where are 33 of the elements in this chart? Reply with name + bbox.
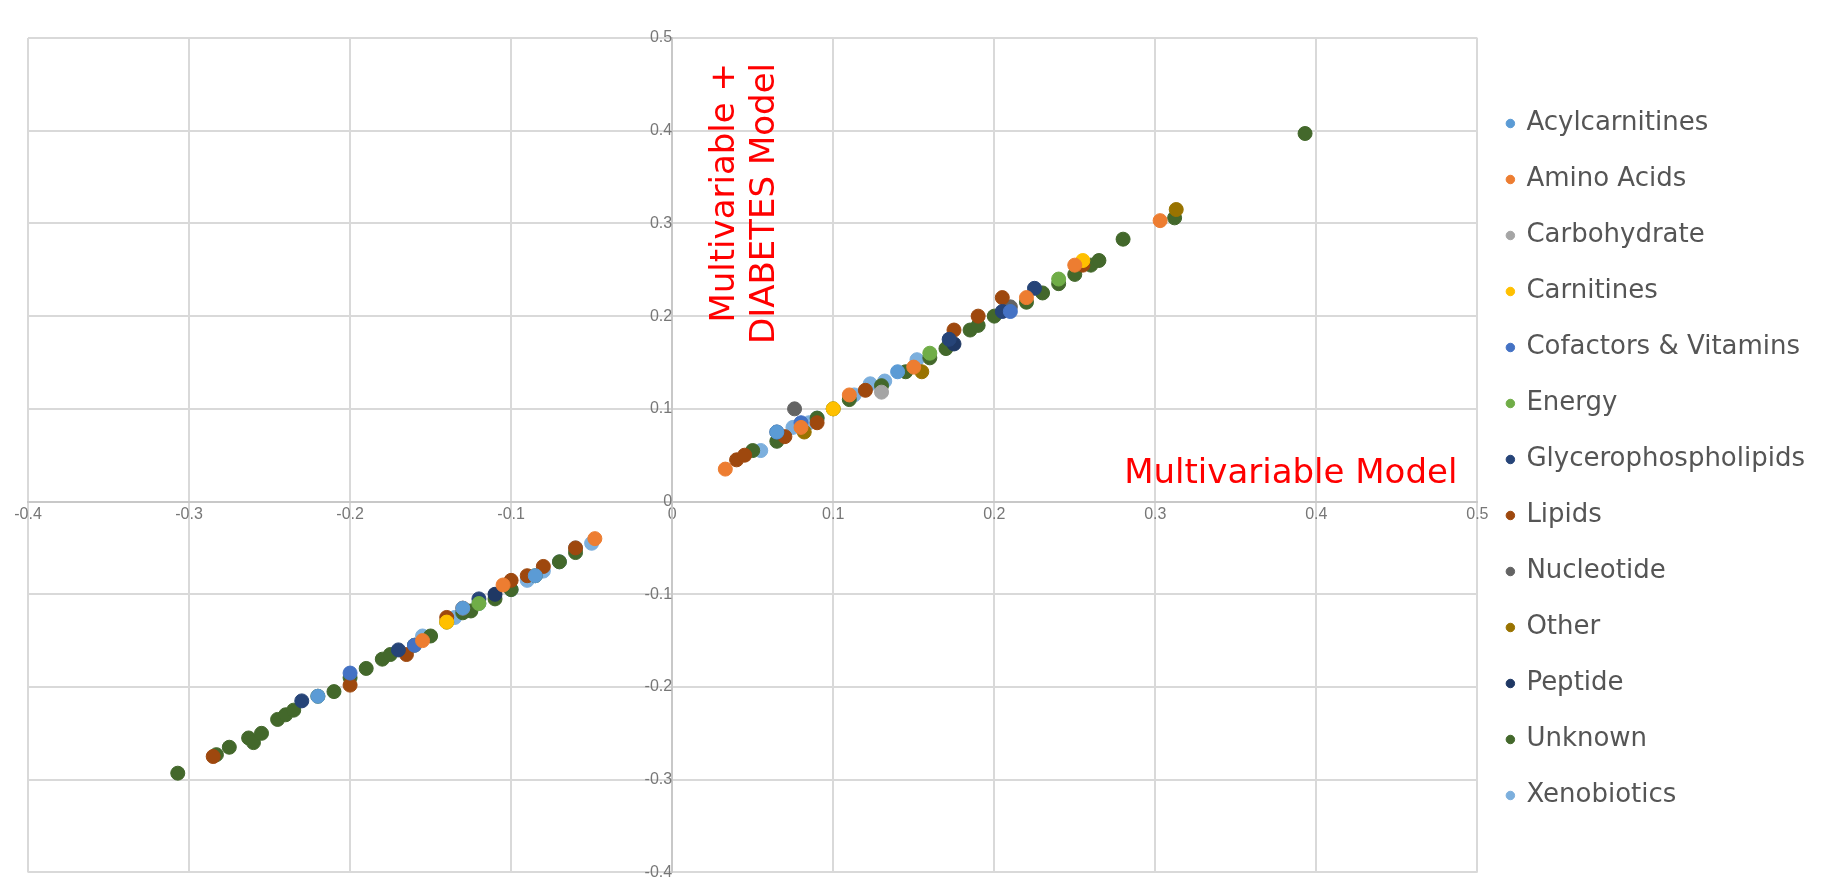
legend-label: Unknown: [1526, 722, 1648, 753]
y-tick-label: 0.1: [649, 399, 673, 417]
legend-label: Carnitines: [1526, 274, 1658, 305]
y-tick-label: 0.2: [649, 306, 673, 324]
y-tick-label: 0.5: [649, 28, 673, 46]
legend-label: Amino Acids: [1526, 162, 1687, 193]
legend-label: Lipids: [1526, 498, 1602, 529]
x-tick-label: 0.4: [1305, 504, 1328, 522]
x-tick-label: -0.1: [497, 504, 526, 522]
y-tick-label: -0.3: [644, 770, 673, 788]
y-tick-label: -0.1: [644, 584, 673, 602]
y-tick-label: 0.4: [649, 121, 673, 139]
y-tick-label: -0.2: [644, 677, 673, 695]
x-tick-label: -0.4: [14, 504, 42, 522]
x-axis-title: Multivariable Model: [1124, 451, 1458, 492]
x-tick-label: 0.3: [1144, 504, 1167, 522]
x-tick-label: 0.5: [1466, 504, 1489, 522]
x-tick-label: 0.2: [983, 504, 1006, 522]
legend-label: Glycerophospholipids: [1526, 442, 1805, 473]
legend-label: Energy: [1526, 386, 1618, 417]
legend-label: Peptide: [1526, 666, 1624, 697]
legend-label: Nucleotide: [1526, 554, 1666, 585]
legend-label: Other: [1526, 610, 1601, 641]
legend-label: Xenobiotics: [1526, 778, 1677, 809]
x-tick-label: -0.3: [175, 504, 203, 522]
x-tick-label: 0.1: [822, 504, 845, 522]
legend-label: Acylcarnitines: [1526, 106, 1709, 137]
legend-label: Carbohydrate: [1526, 218, 1705, 249]
y-axis-title: Multivariable + DIABETES Model: [702, 63, 782, 344]
y-tick-label: 0.3: [649, 213, 673, 231]
y-tick-label: -0.4: [644, 862, 673, 880]
x-tick-label: -0.2: [336, 504, 364, 522]
legend-label: Cofactors & Vitamins: [1526, 330, 1801, 361]
